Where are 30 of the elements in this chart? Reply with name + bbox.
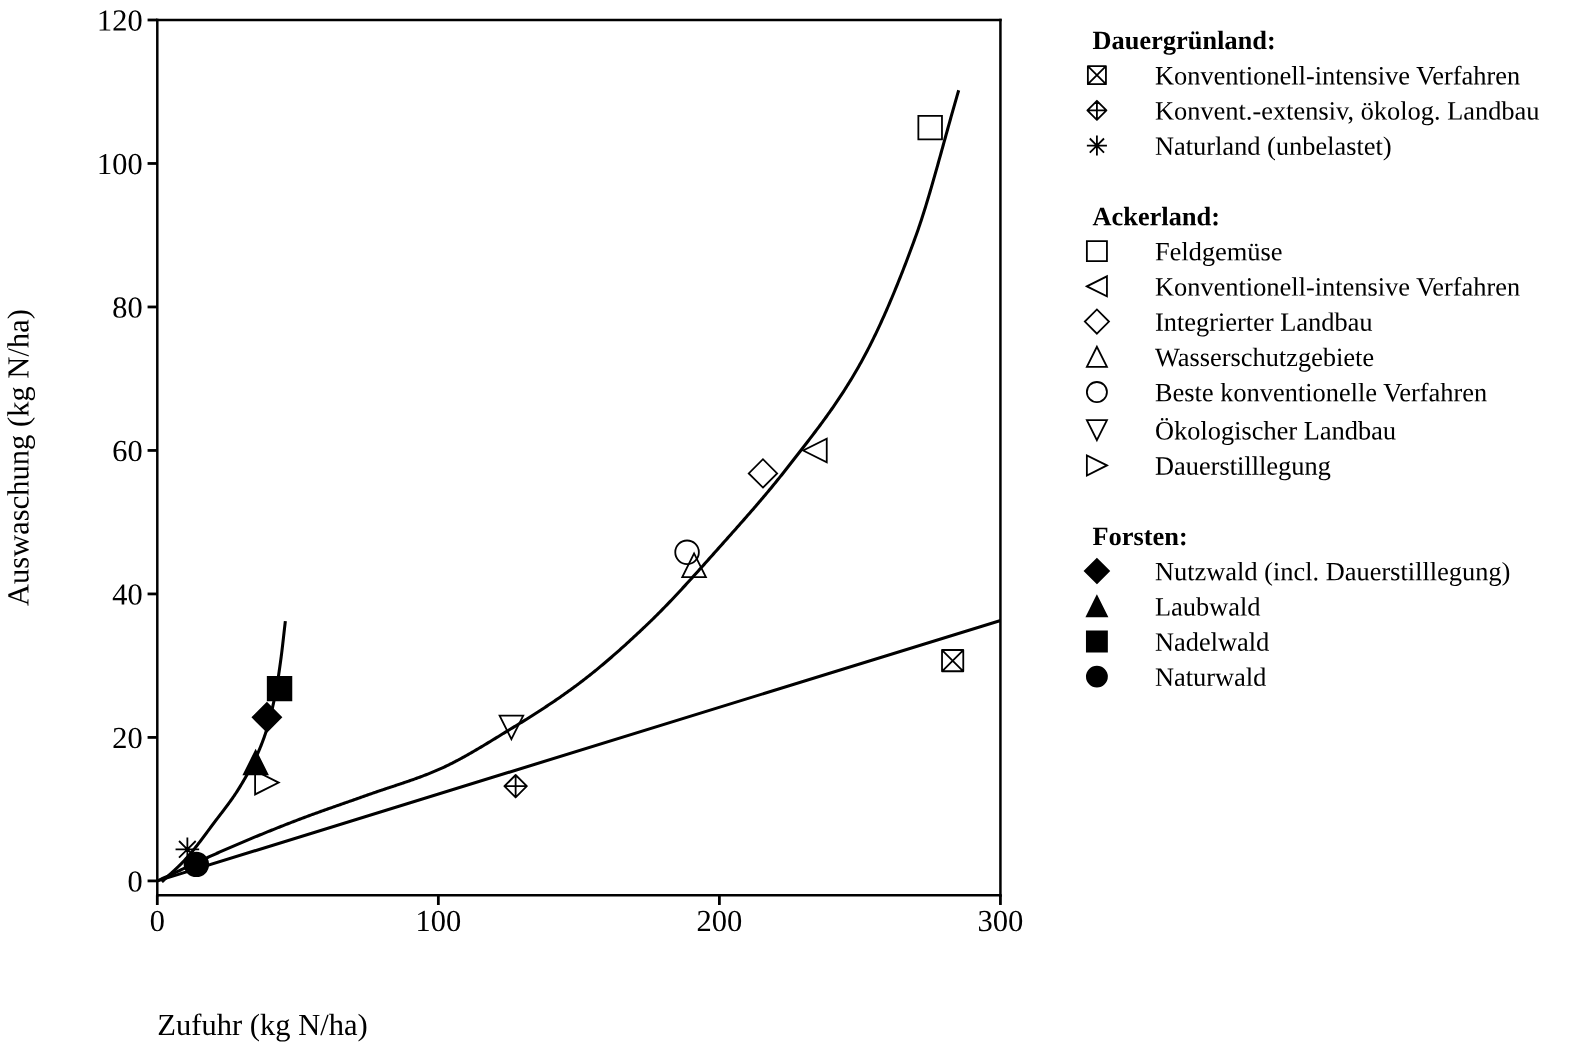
legend-label: Konventionell-intensive Verfahren	[1155, 277, 1520, 296]
legend-label: Beste konventionelle Verfahren	[1155, 382, 1487, 402]
legend-label: Naturwald	[1155, 667, 1267, 687]
y-tick-label: 100	[99, 153, 142, 175]
x-tick-label: 200	[697, 910, 742, 932]
x-tick-label: 300	[978, 910, 1023, 932]
y-axis-title: Auswaschung (kg N/ha)	[7, 310, 36, 606]
text: Dauergrünland:	[1092, 30, 1274, 55]
legend-label: Naturland (unbelastet)	[1155, 136, 1391, 161]
legend-label: Nadelwald	[1155, 632, 1269, 651]
text: Ackerland:	[1092, 206, 1218, 226]
legend-label: Dauerstilllegung	[1155, 456, 1331, 481]
x-axis-title: Zufuhr (kg N/ha)	[158, 1013, 367, 1042]
legend-label: Ökologischer Landbau	[1156, 417, 1396, 446]
y-tick-label: 20	[113, 727, 142, 749]
x-tick-label: 100	[418, 910, 461, 932]
y-tick-label: 120	[99, 10, 142, 31]
legend-label: Integrierter Landbau	[1155, 312, 1373, 337]
legend-label: Nutzwald (incl. Dauerstilllegung)	[1155, 561, 1510, 586]
y-tick-label: 60	[113, 440, 142, 462]
legend-label: Laubwald	[1155, 597, 1261, 616]
y-tick-label: 80	[113, 297, 142, 318]
legend-label: Wasserschutzgebiete	[1154, 347, 1374, 372]
y-tick-label: 0	[128, 871, 142, 892]
legend-label: Konvent.-extensiv, ökolog. Landbau	[1155, 101, 1540, 126]
x-tick-label: 0	[150, 910, 164, 932]
legend-label: Feldgemüse	[1155, 242, 1282, 267]
legend-label: Konventionell-intensive Verfahren	[1155, 65, 1520, 85]
y-tick-label: 40	[112, 584, 142, 605]
text: Forsten:	[1092, 527, 1186, 546]
